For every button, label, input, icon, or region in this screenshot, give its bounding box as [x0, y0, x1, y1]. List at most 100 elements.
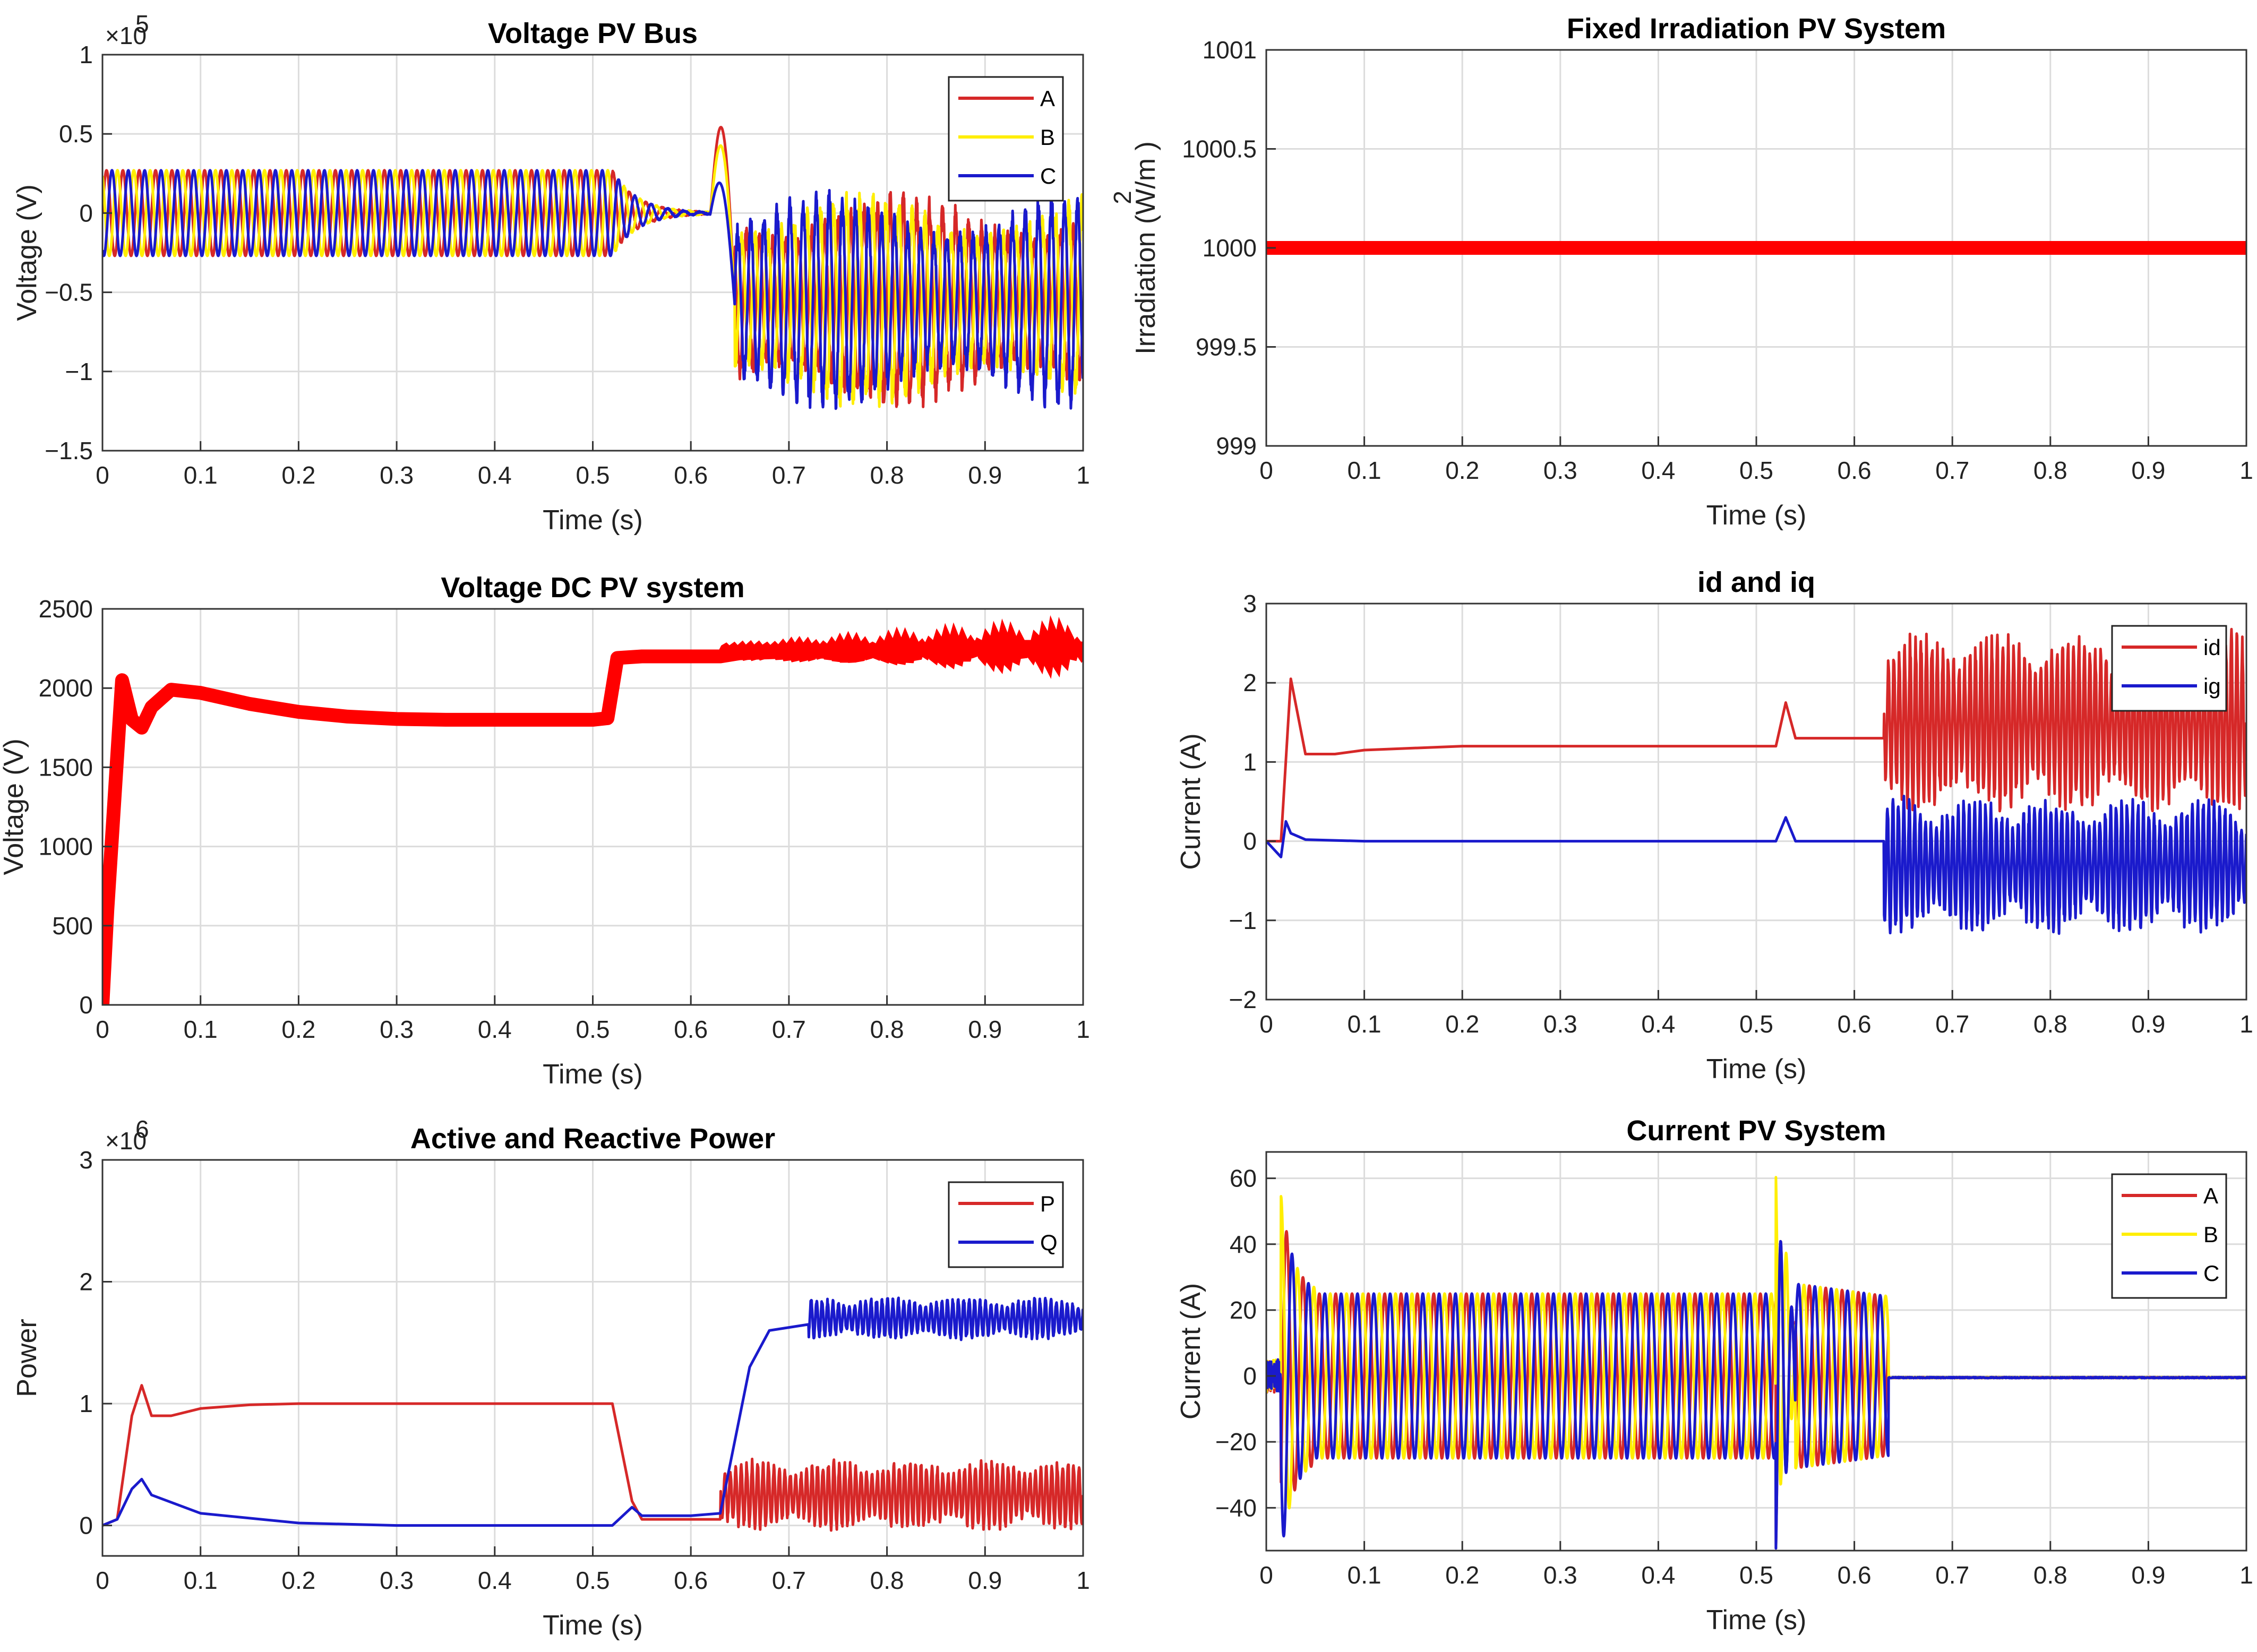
y-tick-label: 1001	[1203, 36, 1257, 64]
x-axis-label: Time (s)	[543, 505, 643, 536]
x-tick-label: 1	[2239, 457, 2253, 484]
y-tick-label: 40	[1230, 1231, 1257, 1258]
legend: ABC	[2111, 1173, 2227, 1299]
x-tick-label: 0.9	[968, 1016, 1002, 1043]
x-tick-label: 0	[1259, 457, 1273, 484]
x-tick-label: 0.1	[1348, 457, 1381, 484]
chart-title: Voltage DC PV system	[441, 572, 744, 604]
plot-area	[1266, 1176, 2246, 1550]
series-line-C	[1266, 1240, 2246, 1550]
x-tick-label: 0.1	[1348, 1561, 1381, 1589]
legend-box	[2111, 625, 2227, 712]
chart-current-pv: 0 0.1 0.2 0.3 0.4 0.5 0.6 0.7 0.8 0.9 1 −40 −20 0 20 40…	[1175, 1115, 2253, 1636]
y-tick-label: 500	[52, 912, 93, 940]
x-tick-label: 0.8	[870, 1016, 904, 1043]
x-tick-label: 0.4	[1641, 457, 1675, 484]
series-ripple	[716, 615, 1083, 679]
x-tick-label: 0.2	[1445, 1561, 1479, 1589]
y-tick-label: 1000	[1203, 234, 1257, 262]
x-tick-label: 1	[2239, 1561, 2253, 1589]
x-tick-label: 0.2	[281, 1567, 315, 1594]
x-tick-label: 0.7	[772, 461, 806, 489]
x-tick-label: 0.1	[1348, 1010, 1381, 1038]
legend: PQ	[948, 1181, 1064, 1268]
x-tick-label: 0.5	[1739, 1561, 1773, 1589]
chart-title: id and iq	[1697, 566, 1815, 598]
y-tick-label: 1	[1243, 748, 1257, 776]
y-tick-label: 999.5	[1196, 333, 1257, 361]
y-tick-label: 1500	[39, 753, 93, 781]
x-tick-label: 0.5	[1739, 1010, 1773, 1038]
y-axis-label: Current (A)	[1175, 733, 1206, 870]
y-tick-label: 1	[79, 41, 93, 68]
chart-voltage-pv-bus: 0 0.1 0.2 0.3 0.4 0.5 0.6 0.7 0.8 0.9 1 −1.5 −1 −0.5 0…	[12, 10, 1090, 536]
legend-label-Q: Q	[1040, 1230, 1058, 1255]
chart-title: Fixed Irradiation PV System	[1567, 13, 1946, 45]
x-tick-label: 0.6	[1838, 1561, 1872, 1589]
chart-voltage-dc: 0 0.1 0.2 0.3 0.4 0.5 0.6 0.7 0.8 0.9 1 0 500 1000 150…	[0, 572, 1090, 1090]
x-tick-label: 0.9	[968, 461, 1002, 489]
x-tick-label: 0.3	[380, 461, 414, 489]
x-tick-label: 0.3	[1543, 457, 1577, 484]
x-tick-label: 0.2	[281, 1016, 315, 1043]
plot-area	[102, 126, 1083, 410]
x-tick-label: 0.8	[2033, 1561, 2067, 1589]
y-tick-label: 0	[79, 1512, 93, 1539]
series-line-B	[102, 144, 1083, 408]
x-tick-label: 0.7	[772, 1567, 806, 1594]
y-axis-label-superscript: 2	[1109, 191, 1136, 204]
chart-fixed-irradiation: 0 0.1 0.2 0.3 0.4 0.5 0.6 0.7 0.8 0.9 1 999 999.5 100…	[1109, 13, 2253, 531]
y-tick-label: 60	[1230, 1165, 1257, 1192]
y-tick-label: 2000	[39, 674, 93, 702]
x-tick-label: 0.4	[478, 461, 512, 489]
x-tick-label: 0.3	[1543, 1010, 1577, 1038]
x-tick-label: 0.4	[478, 1567, 512, 1594]
x-tick-label: 0.6	[1838, 457, 1872, 484]
y-tick-label: 0	[1243, 828, 1257, 855]
y-axis-label: Voltage (V)	[12, 184, 42, 321]
y-tick-label: 0	[1243, 1362, 1257, 1390]
x-tick-label: 1	[2239, 1010, 2253, 1038]
x-tick-label: 0.4	[1641, 1561, 1675, 1589]
x-tick-label: 0	[96, 1016, 109, 1043]
series-line-id	[1266, 627, 2246, 843]
x-tick-label: 0.1	[184, 1567, 218, 1594]
x-tick-label: 0.7	[1935, 457, 1969, 484]
x-tick-label: 1	[1076, 1567, 1090, 1594]
x-tick-label: 0.6	[674, 461, 708, 489]
y-exponent: 5	[135, 10, 149, 38]
chart-id-iq: 0 0.1 0.2 0.3 0.4 0.5 0.6 0.7 0.8 0.9 1 −2 −1 0 1 2 3 id …	[1175, 566, 2253, 1085]
x-tick-label: 0.8	[2033, 1010, 2067, 1038]
y-tick-label: −1	[1229, 907, 1257, 934]
legend-label-C: C	[1040, 164, 1056, 188]
legend-label-A: A	[1040, 86, 1055, 111]
y-axis-label: Voltage (V)	[0, 738, 29, 875]
y-tick-label: −40	[1215, 1494, 1257, 1521]
x-tick-label: 0	[1259, 1561, 1273, 1589]
y-tick-label: 999	[1216, 432, 1257, 460]
legend-label-B: B	[2203, 1222, 2218, 1247]
x-tick-label: 0.4	[1641, 1010, 1675, 1038]
x-tick-label: 0.6	[1838, 1010, 1872, 1038]
x-tick-label: 0.3	[380, 1567, 414, 1594]
x-tick-label: 0.5	[576, 1567, 610, 1594]
y-tick-label: 1000.5	[1182, 135, 1257, 163]
series-line-A	[102, 126, 1083, 408]
x-tick-label: 0.2	[281, 461, 315, 489]
legend: id ig	[2111, 625, 2227, 712]
x-tick-label: 0.8	[870, 461, 904, 489]
legend-label-B: B	[1040, 125, 1055, 150]
legend-label-C: C	[2203, 1261, 2219, 1286]
x-tick-label: 0.7	[772, 1016, 806, 1043]
x-tick-label: 0.5	[576, 1016, 610, 1043]
x-tick-label: 0.7	[1935, 1010, 1969, 1038]
plot-area	[102, 615, 1083, 1005]
x-tick-label: 0.8	[870, 1567, 904, 1594]
legend-label-P: P	[1040, 1191, 1055, 1216]
chart-active-reactive-power: 0 0.1 0.2 0.3 0.4 0.5 0.6 0.7 0.8 0.9 1 0 1 2 3 Active …	[12, 1115, 1090, 1641]
x-tick-label: 0.3	[1543, 1561, 1577, 1589]
y-axis-label: Irradiation (W/m )	[1130, 141, 1161, 355]
y-tick-label: −20	[1215, 1428, 1257, 1456]
x-tick-label: 0.2	[1445, 457, 1479, 484]
y-tick-label: 2	[1243, 669, 1257, 696]
